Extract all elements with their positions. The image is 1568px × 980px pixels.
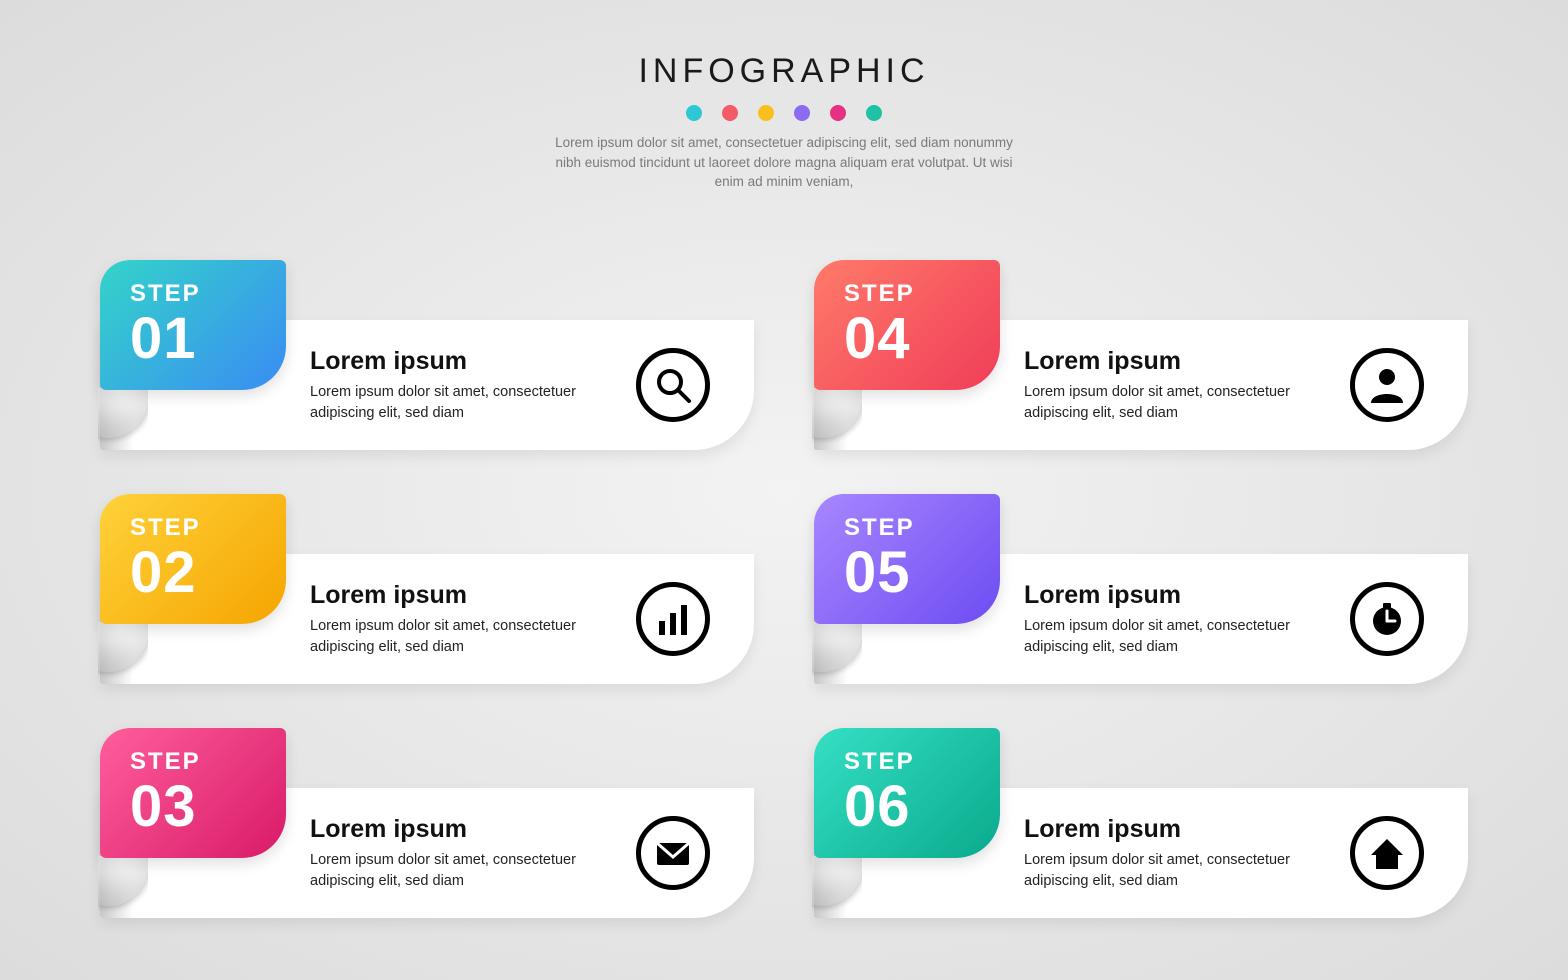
step-card-04: Lorem ipsum Lorem ipsum dolor sit amet, c… [814,260,1468,450]
step-heading: Lorem ipsum [1024,815,1350,844]
step-number: 01 [130,310,286,368]
legend-dot-2 [722,105,738,121]
step-card-01: Lorem ipsum Lorem ipsum dolor sit amet, c… [100,260,754,450]
mail-icon [636,816,710,890]
step-content: Lorem ipsum Lorem ipsum dolor sit amet, c… [1024,581,1350,657]
step-content: Lorem ipsum Lorem ipsum dolor sit amet, c… [310,581,636,657]
step-card-02: Lorem ipsum Lorem ipsum dolor sit amet, c… [100,494,754,684]
step-body: Lorem ipsum dolor sit amet, consectetuer… [1024,382,1344,423]
step-body: Lorem ipsum dolor sit amet, consectetuer… [310,616,630,657]
step-number: 05 [844,544,1000,602]
step-tab: STEP03 [100,728,286,858]
search-icon [636,348,710,422]
legend-dot-4 [794,105,810,121]
step-heading: Lorem ipsum [310,581,636,610]
stopwatch-icon [1350,582,1424,656]
step-content: Lorem ipsum Lorem ipsum dolor sit amet, c… [1024,815,1350,891]
step-label: STEP [130,514,286,542]
person-icon [1350,348,1424,422]
step-content: Lorem ipsum Lorem ipsum dolor sit amet, c… [1024,347,1350,423]
step-tab: STEP02 [100,494,286,624]
step-body: Lorem ipsum dolor sit amet, consectetuer… [1024,616,1344,657]
step-card-03: Lorem ipsum Lorem ipsum dolor sit amet, c… [100,728,754,918]
step-tab: STEP06 [814,728,1000,858]
step-heading: Lorem ipsum [310,347,636,376]
step-number: 02 [130,544,286,602]
step-heading: Lorem ipsum [1024,347,1350,376]
legend-dot-5 [830,105,846,121]
legend-dots [0,105,1568,121]
step-tab: STEP01 [100,260,286,390]
step-content: Lorem ipsum Lorem ipsum dolor sit amet, c… [310,347,636,423]
legend-dot-1 [686,105,702,121]
legend-dot-6 [866,105,882,121]
step-tab: STEP05 [814,494,1000,624]
page-title: INFOGRAPHIC [0,52,1568,91]
step-number: 06 [844,778,1000,836]
page-subtitle: Lorem ipsum dolor sit amet, consectetuer… [544,133,1024,192]
step-card-05: Lorem ipsum Lorem ipsum dolor sit amet, c… [814,494,1468,684]
step-heading: Lorem ipsum [310,815,636,844]
step-heading: Lorem ipsum [1024,581,1350,610]
step-card-06: Lorem ipsum Lorem ipsum dolor sit amet, c… [814,728,1468,918]
step-number: 04 [844,310,1000,368]
bar-chart-icon [636,582,710,656]
step-label: STEP [844,280,1000,308]
header: INFOGRAPHIC Lorem ipsum dolor sit amet, … [0,52,1568,192]
step-tab: STEP04 [814,260,1000,390]
step-number: 03 [130,778,286,836]
step-label: STEP [844,748,1000,776]
step-body: Lorem ipsum dolor sit amet, consectetuer… [310,850,630,891]
step-label: STEP [130,748,286,776]
step-label: STEP [130,280,286,308]
home-icon [1350,816,1424,890]
step-body: Lorem ipsum dolor sit amet, consectetuer… [310,382,630,423]
legend-dot-3 [758,105,774,121]
step-label: STEP [844,514,1000,542]
step-grid: Lorem ipsum Lorem ipsum dolor sit amet, c… [100,260,1468,918]
step-content: Lorem ipsum Lorem ipsum dolor sit amet, c… [310,815,636,891]
step-body: Lorem ipsum dolor sit amet, consectetuer… [1024,850,1344,891]
